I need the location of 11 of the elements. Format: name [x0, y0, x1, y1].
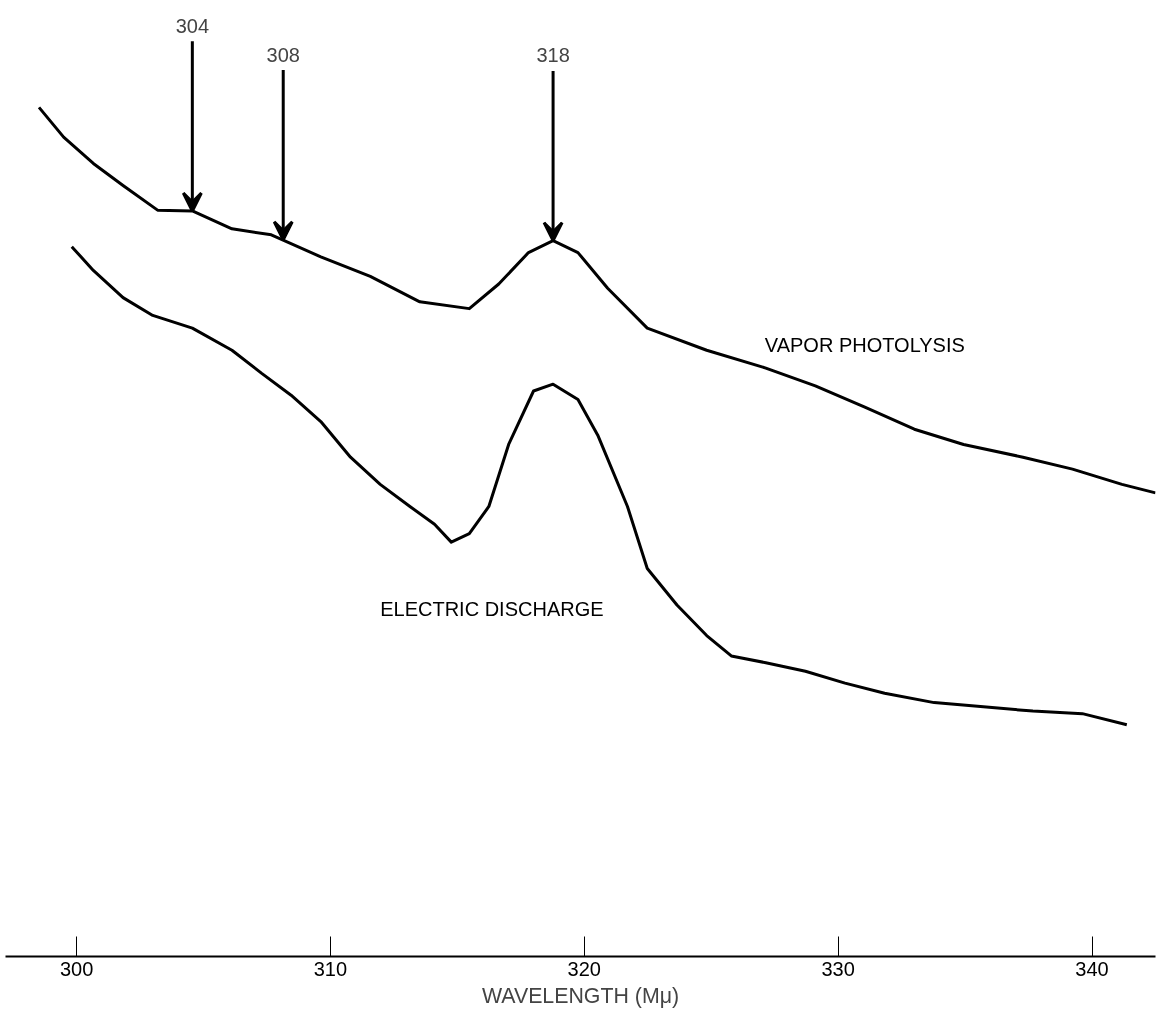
- annotation: 304: [175, 14, 210, 37]
- x-tick-label: 340: [1075, 957, 1109, 980]
- x-tick-label: 310: [313, 957, 348, 980]
- x-axis-title: WAVELENGTH (Mμ): [481, 983, 680, 1008]
- x-tick-label: 330: [821, 957, 855, 980]
- x-tick-label: 320: [567, 957, 601, 980]
- x-tick-label: 300: [59, 957, 94, 980]
- text: ELECTRIC DISCHARGE: [380, 598, 604, 621]
- series-label: VAPOR PHOTOLYSIS: [764, 334, 965, 357]
- annotation: 318: [536, 44, 570, 67]
- annotation: 308: [266, 43, 300, 66]
